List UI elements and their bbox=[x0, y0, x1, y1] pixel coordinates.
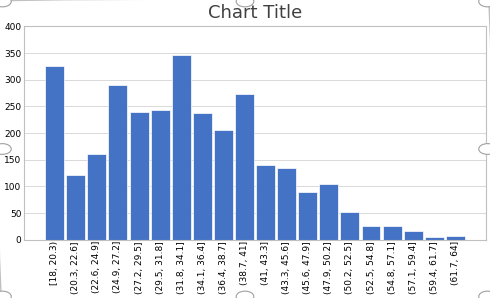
Bar bbox=[298, 192, 317, 240]
Bar bbox=[425, 237, 444, 240]
Bar bbox=[362, 226, 381, 240]
Bar bbox=[87, 154, 106, 240]
Bar bbox=[235, 94, 254, 240]
Bar bbox=[214, 131, 233, 240]
Bar bbox=[66, 175, 85, 240]
Bar bbox=[193, 113, 212, 240]
Bar bbox=[341, 212, 359, 240]
Bar bbox=[404, 231, 423, 240]
Bar bbox=[45, 66, 64, 240]
Bar bbox=[383, 226, 402, 240]
Bar bbox=[108, 85, 127, 240]
Bar bbox=[172, 55, 191, 240]
Bar bbox=[129, 112, 148, 240]
Bar bbox=[256, 165, 275, 240]
Title: Chart Title: Chart Title bbox=[208, 4, 302, 22]
Bar bbox=[277, 168, 296, 240]
Bar bbox=[150, 110, 170, 240]
Bar bbox=[319, 184, 338, 240]
Bar bbox=[446, 236, 465, 240]
